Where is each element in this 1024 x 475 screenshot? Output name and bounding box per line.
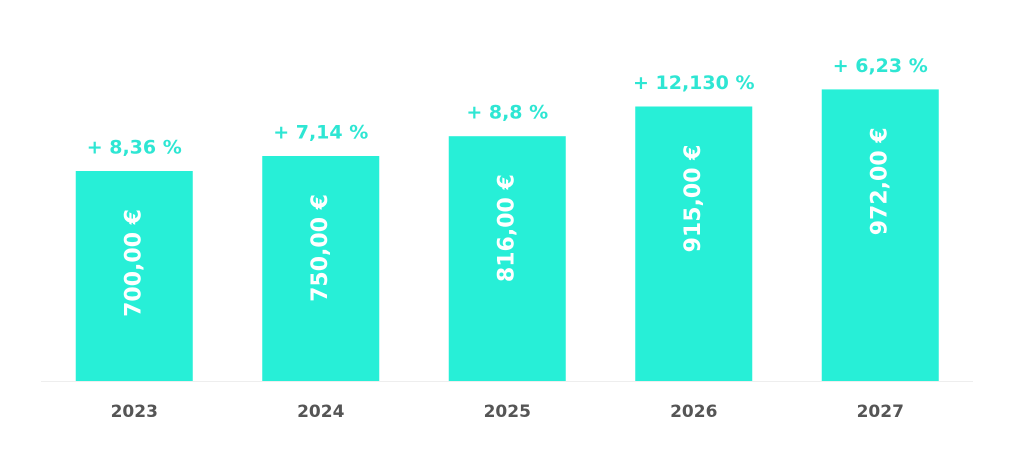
bar xyxy=(635,106,753,381)
x-tick-label: 2026 xyxy=(670,402,717,422)
x-tick-label: 2027 xyxy=(857,402,904,422)
value-label: 750,00 € xyxy=(308,194,333,302)
value-label: 816,00 € xyxy=(494,174,519,282)
x-tick-label: 2025 xyxy=(484,402,531,422)
bar xyxy=(448,136,566,381)
value-label: 915,00 € xyxy=(681,145,706,253)
growth-label: + 8,36 % xyxy=(87,137,182,159)
value-label: 700,00 € xyxy=(121,209,146,317)
x-tick-label: 2023 xyxy=(111,402,158,422)
growth-label: + 7,14 % xyxy=(273,122,368,144)
growth-label: + 8,8 % xyxy=(466,102,548,124)
growth-label: + 6,23 % xyxy=(833,55,928,77)
bar xyxy=(821,89,939,382)
bar xyxy=(75,171,193,381)
growth-label: + 12,130 % xyxy=(633,72,755,94)
value-label: 972,00 € xyxy=(867,127,892,235)
bar xyxy=(262,156,380,381)
x-tick-label: 2024 xyxy=(297,402,344,422)
